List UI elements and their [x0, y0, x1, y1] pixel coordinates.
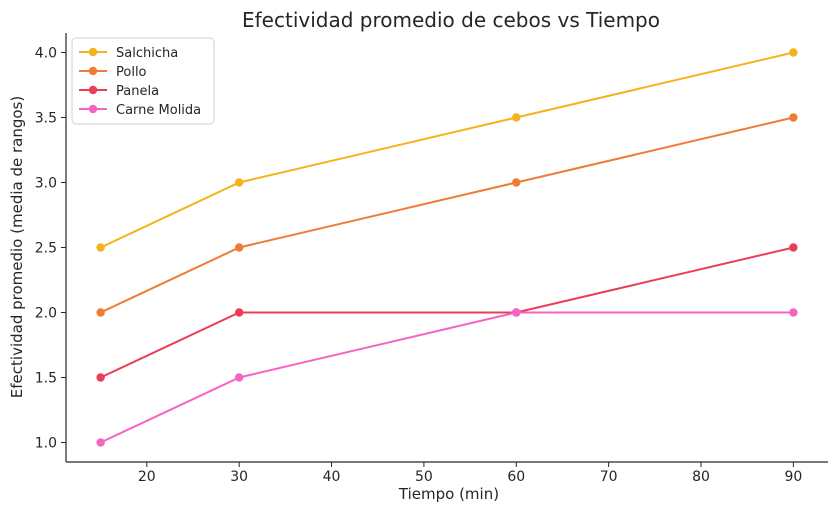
x-tick-label: 80 — [692, 469, 710, 485]
data-point-panela — [234, 308, 244, 317]
legend: Salchicha Pollo Panela Carne Molida — [71, 37, 215, 125]
y-tick-label: 3.0 — [35, 176, 57, 192]
legend-label-carne-molida: Carne Molida — [116, 103, 201, 118]
data-point-pollo — [789, 113, 798, 122]
y-tick-label: 3.5 — [35, 111, 57, 127]
series-layer — [96, 48, 798, 447]
data-point-pollo — [234, 243, 244, 252]
legend-label-salchicha: Salchicha — [116, 46, 178, 61]
y-ticks: 1.0 1.5 2.0 2.5 3.0 3.5 4.0 — [35, 46, 66, 452]
legend-box — [71, 37, 215, 125]
x-tick-label: 90 — [784, 469, 802, 485]
data-point-carne-molida — [789, 308, 798, 317]
data-point-salchicha — [234, 178, 244, 187]
legend-label-pollo: Pollo — [116, 65, 147, 80]
x-tick-label: 30 — [230, 469, 248, 485]
x-ticks: 20 30 40 50 60 70 80 90 — [138, 462, 802, 485]
x-tick-label: 70 — [600, 469, 618, 485]
data-point-pollo — [96, 308, 105, 317]
series-line-salchicha — [100, 51, 794, 249]
series-line-panela — [100, 246, 794, 379]
legend-marker-carne-molida — [88, 104, 98, 114]
legend-label-panela: Panela — [116, 84, 159, 99]
series-line-pollo — [100, 116, 794, 314]
data-point-salchicha — [789, 48, 798, 57]
series-line-carne-molida — [100, 311, 794, 444]
x-tick-label: 50 — [415, 469, 433, 485]
data-point-salchicha — [512, 113, 521, 122]
y-tick-label: 1.0 — [35, 436, 57, 452]
data-point-carne-molida — [512, 308, 521, 317]
y-axis-label: Efectividad promedio (media de rangos) — [8, 96, 26, 398]
y-tick-label: 2.5 — [35, 241, 57, 257]
data-point-carne-molida — [96, 438, 105, 447]
legend-marker-salchicha — [88, 47, 98, 57]
plot-area: 20 30 40 50 60 70 80 90 1.0 1.5 2.0 2.5 3.0 3.5 4.0 — [35, 33, 828, 485]
data-point-pollo — [512, 178, 521, 187]
data-point-panela — [96, 373, 105, 382]
data-point-salchicha — [96, 243, 105, 252]
y-tick-label: 2.0 — [35, 306, 57, 322]
x-axis-label: Tiempo (min) — [398, 485, 499, 503]
y-tick-label: 1.5 — [35, 371, 57, 387]
x-tick-label: 20 — [138, 469, 156, 485]
legend-marker-pollo — [88, 66, 98, 76]
chart-title: Efectividad promedio de cebos vs Tiempo — [242, 8, 660, 32]
data-point-carne-molida — [234, 373, 244, 382]
legend-marker-panela — [88, 85, 98, 95]
y-tick-label: 4.0 — [35, 46, 57, 62]
data-point-panela — [789, 243, 798, 252]
x-tick-label: 40 — [323, 469, 341, 485]
x-tick-label: 60 — [507, 469, 525, 485]
